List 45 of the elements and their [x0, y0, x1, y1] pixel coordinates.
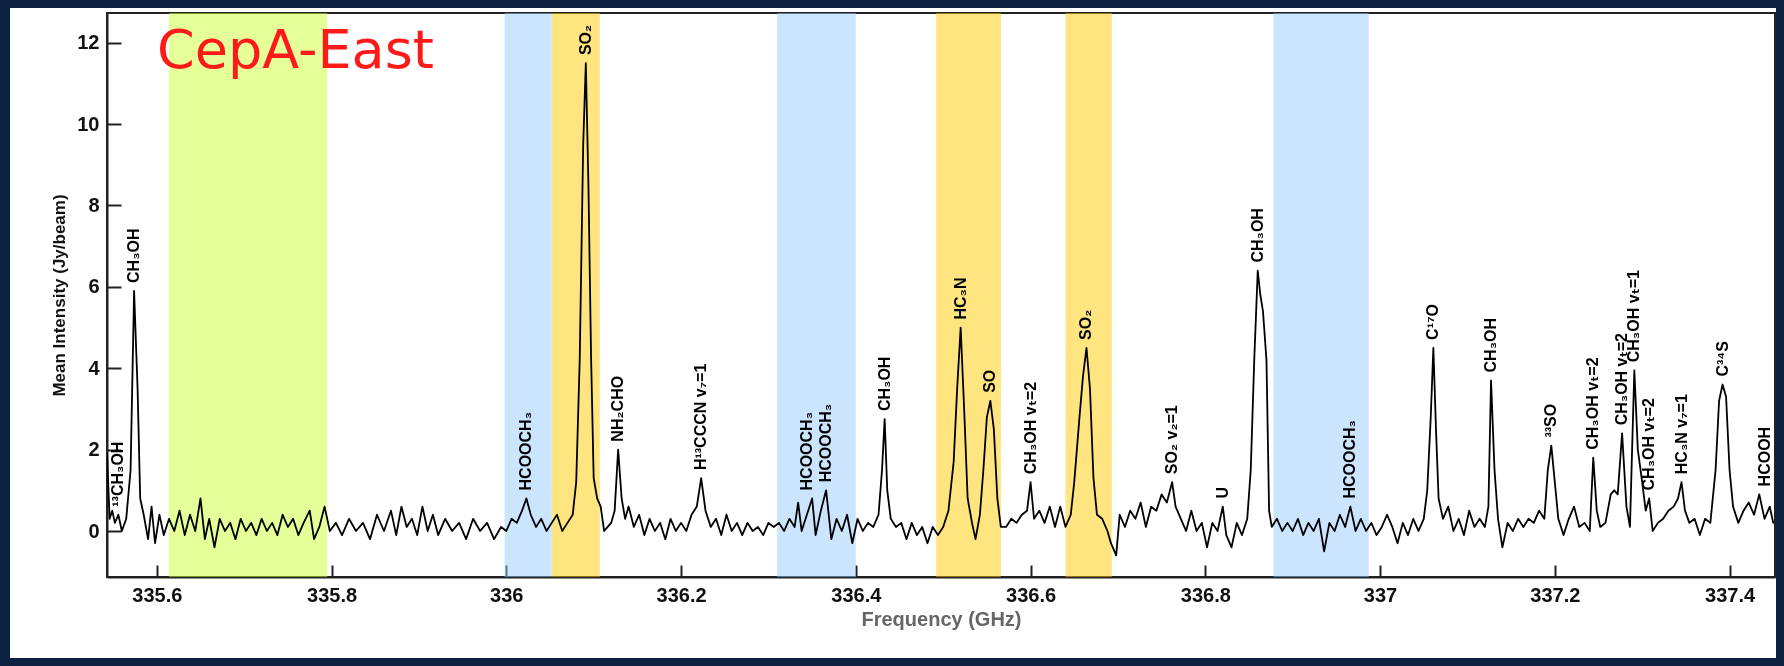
- annotation: HC₃N: [951, 277, 969, 320]
- y-tick-label: 6: [88, 275, 100, 298]
- annotation: HCOOCH₃: [817, 403, 835, 483]
- y-tick-label: 4: [88, 356, 101, 379]
- annotation: SO₂ v₂=1: [1163, 405, 1181, 475]
- y-axis-title: Mean Intensity (Jy/beam): [50, 194, 70, 397]
- annotation: CH₃OH vₜ=2: [1640, 398, 1658, 491]
- y-tick-label: 8: [88, 193, 100, 216]
- y-tick-label: 10: [77, 112, 100, 135]
- x-tick-label: 335.8: [307, 583, 358, 606]
- annotation: CH₃OH vₜ=2: [1584, 357, 1602, 450]
- x-tick-label: 336.6: [1006, 583, 1057, 606]
- annotation: HCOOH: [1755, 426, 1773, 487]
- annotation: CH₃OH: [125, 228, 143, 283]
- annotation: HC₃N v₇=1: [1672, 394, 1690, 475]
- x-axis-title: Frequency (GHz): [861, 607, 1022, 630]
- annotation: CH₃OH: [1248, 208, 1266, 263]
- annotation: CH₃OH: [1482, 317, 1500, 373]
- annotation: CepA-East: [157, 18, 434, 81]
- annotation: H¹³CCCN v₇=1: [692, 363, 710, 471]
- y-tick-label: 2: [88, 438, 100, 461]
- annotation: C¹⁷O: [1424, 303, 1442, 340]
- x-tick-label: 337.2: [1530, 583, 1581, 606]
- annotation: ¹³CH₃OH: [109, 441, 127, 507]
- y-tick-label: 12: [77, 31, 100, 54]
- annotation: ³³SO: [1542, 403, 1560, 438]
- y-tick-label: 0: [88, 519, 100, 542]
- x-tick-label: 337: [1363, 583, 1398, 606]
- x-tick-label: 337.4: [1705, 583, 1756, 606]
- annotation: HCOOCH₃: [1341, 420, 1359, 499]
- annotation: SO₂: [576, 24, 594, 56]
- annotation: CH₃OH vₜ=2: [1021, 381, 1039, 475]
- annotation: U: [1213, 487, 1231, 499]
- annotation: CH₃OH: [875, 356, 893, 412]
- annotation: SO: [981, 369, 999, 393]
- x-tick-label: 336: [490, 583, 524, 606]
- x-tick-label: 335.6: [132, 583, 183, 606]
- annotation: SO₂: [1077, 309, 1095, 340]
- x-tick-label: 336.4: [831, 583, 883, 606]
- annotation: HCOOCH₃: [517, 411, 535, 491]
- annotation: HCOOCH₃: [797, 411, 815, 491]
- x-tick-label: 336.8: [1180, 583, 1231, 606]
- annotation: NH₂CHO: [609, 375, 627, 442]
- annotation: C³⁴S: [1713, 340, 1731, 377]
- x-tick-label: 336.2: [656, 583, 707, 606]
